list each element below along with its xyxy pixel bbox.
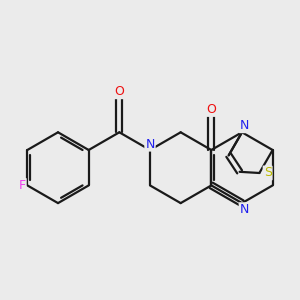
Text: F: F	[19, 179, 26, 192]
Text: N: N	[240, 203, 249, 216]
Text: N: N	[240, 119, 249, 132]
Text: S: S	[264, 167, 272, 179]
Text: N: N	[145, 138, 155, 151]
Text: O: O	[114, 85, 124, 98]
Text: O: O	[206, 103, 216, 116]
